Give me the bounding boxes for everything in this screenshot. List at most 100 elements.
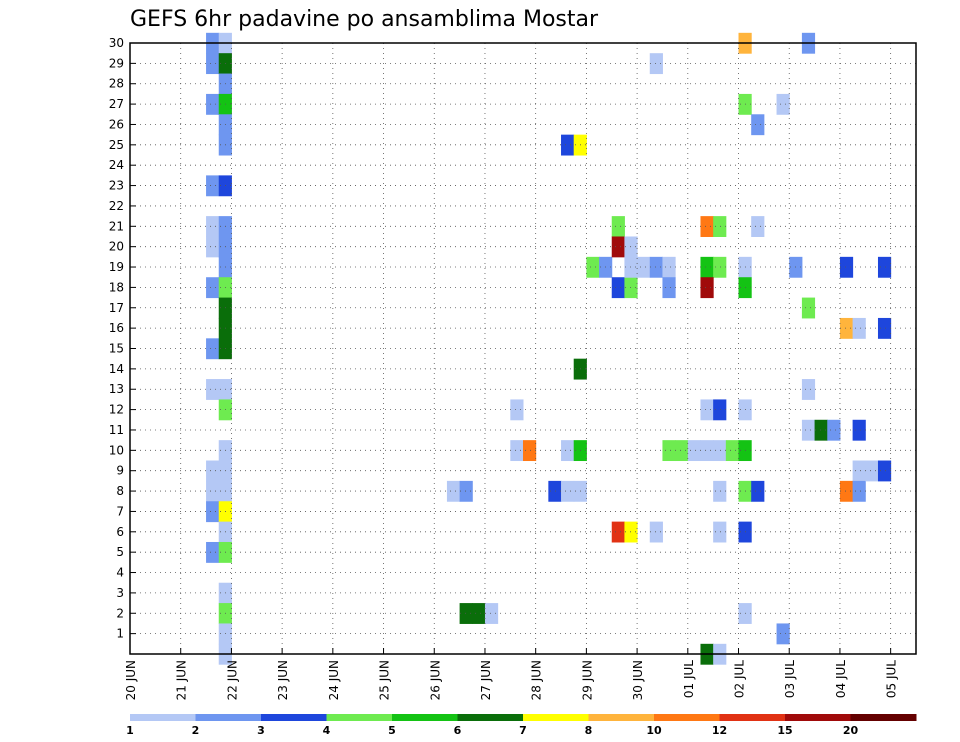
precip-cell	[877, 317, 892, 339]
precip-cell	[624, 277, 638, 299]
precip-cell	[624, 521, 638, 543]
y-tick-label: 22	[109, 199, 124, 213]
x-tick-label: 01 JUL	[682, 660, 696, 698]
precip-cell	[206, 338, 220, 360]
precip-cell	[801, 419, 816, 441]
precip-cell	[611, 236, 625, 258]
precip-cell	[700, 216, 714, 237]
y-tick-label: 11	[109, 423, 124, 437]
legend-swatch	[588, 714, 655, 721]
legend-swatch	[195, 714, 262, 721]
x-tick-label: 30 JUN	[631, 660, 645, 700]
x-tick-label: 23 JUN	[276, 660, 290, 700]
precip-cell	[801, 297, 816, 319]
legend-swatch	[392, 714, 458, 721]
y-tick-label: 29	[109, 56, 124, 70]
legend-swatch	[850, 714, 917, 721]
x-tick-label: 29 JUN	[580, 660, 594, 700]
legend-label: 4	[323, 724, 331, 737]
x-tick-label: 20 JUN	[124, 660, 138, 700]
x-tick-label: 25 JUN	[378, 660, 392, 700]
precip-cell	[852, 317, 866, 339]
x-tick-label: 02 JUL	[733, 660, 747, 698]
x-tick-label: 03 JUL	[783, 660, 797, 698]
y-tick-label: 24	[109, 158, 124, 172]
precip-cell	[700, 277, 714, 299]
y-tick-label: 14	[109, 362, 124, 376]
legend-swatch	[523, 714, 589, 721]
precip-cell	[827, 419, 841, 441]
heatmap-cells	[206, 32, 892, 665]
y-tick-label: 28	[109, 77, 124, 91]
legend-label: 12	[712, 724, 727, 737]
y-tick-label: 27	[109, 97, 124, 111]
y-tick-label: 3	[116, 586, 124, 600]
precip-cell	[611, 216, 625, 237]
precip-cell	[751, 480, 765, 502]
y-tick-label: 25	[109, 138, 124, 152]
precip-cell	[561, 480, 575, 502]
precip-cell	[510, 440, 524, 462]
precip-cell	[852, 460, 866, 482]
y-tick-label: 8	[116, 484, 124, 498]
precip-cell	[510, 399, 524, 421]
x-tick-label: 22 JUN	[225, 660, 239, 700]
y-tick-label: 12	[109, 403, 124, 417]
precip-cell	[459, 603, 473, 624]
precip-cell	[206, 236, 220, 258]
precip-cell	[725, 440, 740, 462]
precip-cell	[877, 256, 892, 278]
precip-cell	[611, 277, 625, 299]
y-tick-label: 5	[116, 545, 124, 559]
y-tick-label: 30	[109, 36, 124, 50]
precip-cell	[206, 93, 220, 115]
precip-cell	[206, 541, 220, 563]
legend-swatch	[130, 714, 196, 721]
precip-cell	[561, 440, 575, 462]
precip-cell	[649, 521, 663, 543]
y-tick-label: 16	[109, 321, 124, 335]
precip-cell	[751, 216, 765, 237]
grid-lines	[130, 42, 916, 654]
precip-cell	[751, 114, 765, 136]
legend-label: 6	[454, 724, 462, 737]
precip-cell	[649, 256, 663, 278]
y-tick-label: 20	[109, 240, 124, 254]
precip-cell	[877, 460, 892, 482]
precip-cell	[713, 399, 727, 421]
precip-cell	[206, 501, 220, 523]
legend-label: 7	[519, 724, 527, 737]
y-tick-label: 23	[109, 179, 124, 193]
precip-cell	[586, 256, 600, 278]
precip-cell	[852, 419, 866, 441]
precip-cell	[206, 379, 220, 400]
legend-label: 2	[192, 724, 200, 737]
y-tick-label: 15	[109, 342, 124, 356]
precip-cell	[865, 460, 879, 482]
precip-cell	[637, 256, 651, 278]
y-tick-label: 13	[109, 382, 124, 396]
precip-cell	[776, 93, 790, 115]
legend-label: 10	[646, 724, 662, 737]
y-tick-label: 7	[116, 504, 124, 518]
y-tick-label: 18	[109, 280, 124, 294]
legend-swatch	[654, 714, 720, 721]
precip-cell	[472, 603, 486, 624]
x-tick-label: 05 JUL	[885, 660, 899, 698]
legend-swatch	[261, 714, 327, 721]
precip-cell	[484, 603, 499, 624]
legend-label: 3	[257, 724, 265, 737]
precip-cell	[611, 521, 625, 543]
legend-label: 8	[585, 724, 593, 737]
x-tick-label: 04 JUL	[834, 660, 848, 698]
precip-cell	[839, 317, 854, 339]
y-tick-label: 9	[116, 464, 124, 478]
precip-cell	[649, 53, 663, 75]
x-tick-label: 21 JUN	[175, 660, 189, 700]
precip-cell	[852, 480, 866, 502]
y-tick-label: 19	[109, 260, 124, 274]
legend-swatch	[785, 714, 851, 721]
precip-cell	[713, 440, 727, 462]
x-axis: 20 JUN 21 JUN 22 JUN 23 JUN 24 JUN 25 JUN 26 J…	[124, 648, 899, 700]
